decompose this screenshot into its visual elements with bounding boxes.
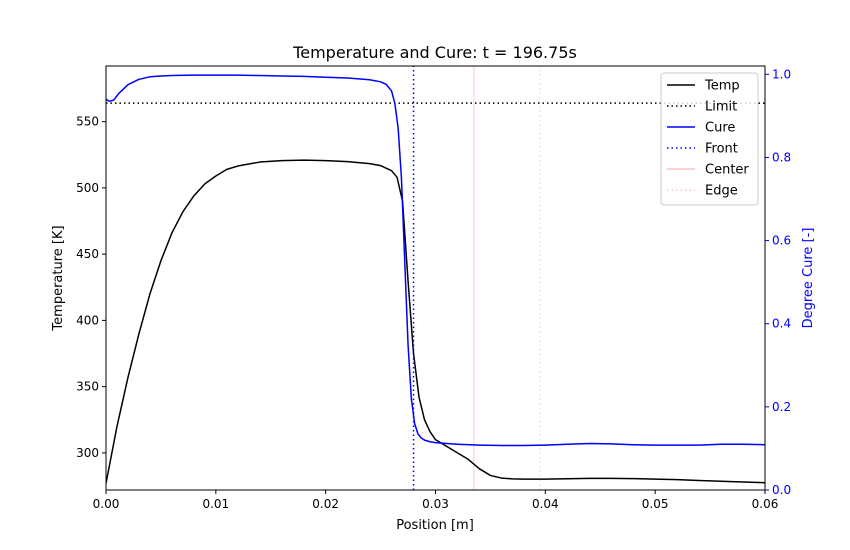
legend-label-limit: Limit [705, 100, 737, 115]
series-temp-line [106, 159, 765, 484]
y-right-tick-label: 0.4 [772, 317, 791, 331]
x-tick-label: 0.05 [642, 497, 669, 511]
x-tick-label: 0.01 [202, 497, 229, 511]
plot-area [106, 66, 765, 490]
chart-title: Temperature and Cure: t = 196.75s [292, 43, 577, 62]
x-tick-label: 0.03 [422, 497, 449, 511]
y-tick-label: 400 [76, 313, 99, 327]
x-axis-label: Position [m] [396, 518, 474, 533]
legend-label-temp: Temp [704, 79, 740, 94]
y-tick-label: 300 [76, 446, 99, 460]
x-tick-label: 0.04 [532, 497, 559, 511]
y-right-tick-label: 0.6 [772, 234, 791, 248]
y-axis-label: Temperature [K] [51, 225, 66, 331]
y-right-tick-label: 1.0 [772, 67, 791, 81]
y-tick-label: 500 [76, 181, 99, 195]
legend-label-front: Front [705, 142, 738, 157]
series-cure-line [106, 74, 765, 447]
legend-label-cure: Cure [705, 121, 735, 136]
legend-label-edge: Edge [705, 184, 738, 199]
x-tick-label: 0.00 [93, 497, 120, 511]
legend: Temp Limit Cure Front Center Edge [660, 72, 759, 206]
y-axis-right-label: Degree Cure [-] [801, 228, 816, 329]
y-right-tick-label: 0.2 [772, 400, 791, 414]
y-right-tick-label: 0.8 [772, 150, 791, 164]
y-tick-label: 550 [76, 115, 99, 129]
y-axis-left: 300 350 400 450 500 550 [76, 115, 106, 460]
y-tick-label: 350 [76, 380, 99, 394]
legend-label-center: Center [705, 163, 749, 178]
y-tick-label: 450 [76, 247, 99, 261]
y-axis-right: 0.0 0.2 0.4 0.6 0.8 1.0 [765, 67, 791, 497]
y-right-tick-label: 0.0 [772, 483, 791, 497]
x-axis: 0.00 0.01 0.02 0.03 0.04 0.05 0.06 [93, 490, 779, 511]
x-tick-label: 0.02 [312, 497, 339, 511]
x-tick-label: 0.06 [752, 497, 779, 511]
